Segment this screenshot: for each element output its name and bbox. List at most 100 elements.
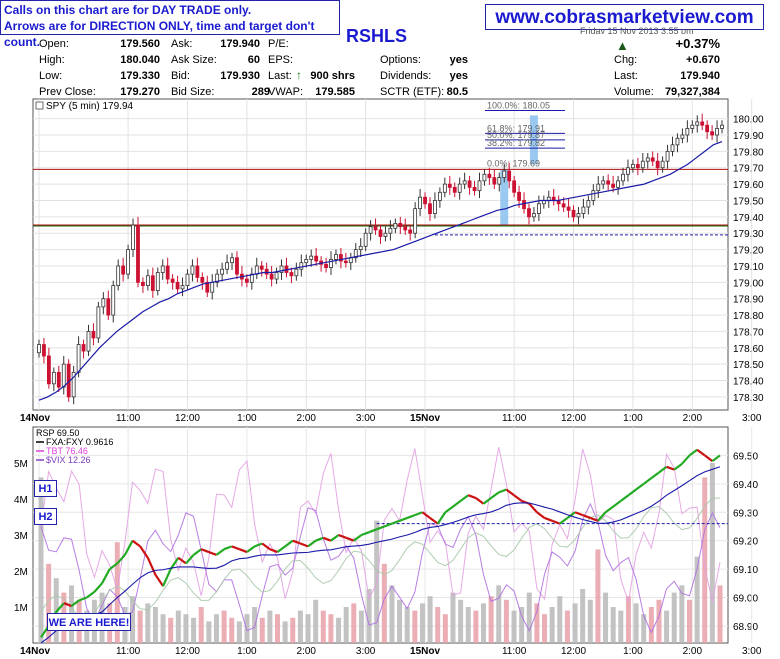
vwap-value: 179.585 [315, 86, 355, 98]
rsp-segment [63, 602, 72, 608]
candle-body [452, 186, 457, 193]
candle-body [591, 190, 596, 201]
volume-bar [564, 610, 570, 643]
h1-tag: H1 [34, 480, 57, 497]
candle-body [388, 227, 393, 234]
volume-bar [450, 592, 456, 643]
candle-body [423, 196, 427, 205]
volume-bar [557, 596, 563, 643]
rsp-segment [330, 534, 340, 542]
price-tick-label: 178.30 [733, 393, 764, 404]
candle-body [705, 124, 710, 133]
rsp-segment [414, 511, 423, 517]
volume-bar [633, 603, 639, 643]
sctr-value: 80.5 [446, 86, 468, 98]
high-value: 180.040 [120, 54, 160, 66]
candle-body [294, 268, 299, 277]
rsp-legend-series: TBT 76.46 [46, 446, 88, 456]
sctr-label: SCTR (ETF): [380, 86, 445, 98]
candle-body [685, 128, 690, 136]
candle-body [502, 170, 507, 178]
candle-body [51, 371, 56, 385]
candle-body [477, 180, 482, 192]
time-tick-label: 2:00 [297, 646, 317, 657]
rsp-segment [421, 511, 431, 519]
time-tick-label: 11:00 [116, 646, 141, 657]
rsp-segment [452, 500, 462, 508]
volume-bar [656, 599, 662, 643]
candle-body [225, 262, 229, 270]
volume-bar [587, 599, 593, 643]
rsp-segment [345, 536, 355, 542]
rsp-segment [231, 545, 240, 551]
volume-bar [137, 610, 143, 643]
candle-body [482, 173, 487, 182]
volume-bar [648, 607, 654, 643]
candle-body [314, 255, 319, 262]
time-tick-label: 11:00 [502, 413, 527, 424]
volume-bar [328, 614, 334, 643]
candle-body [507, 170, 512, 182]
candle-body [596, 183, 601, 192]
candle-body [576, 213, 581, 218]
time-tick-label: 1:00 [237, 413, 257, 424]
volume-bar [252, 607, 258, 643]
rsp-segment [177, 556, 187, 565]
volume-bar [313, 599, 319, 643]
fib-label: 0.0%: 179.69 [487, 158, 540, 168]
candle-body [606, 180, 611, 185]
price-legend-swatch [35, 101, 44, 110]
rsp-legend-series: $VIX 12.26 [46, 455, 91, 465]
candle-body [700, 121, 705, 126]
time-tick-label: 11:00 [116, 413, 141, 424]
volume-label: Volume: [614, 86, 654, 98]
last2-label: Last: [614, 70, 638, 82]
volume-bar [511, 610, 517, 643]
fib-highlight-bar [500, 169, 509, 226]
rsp-segment [376, 525, 385, 531]
candle-body [581, 206, 586, 214]
volume-bar [526, 592, 532, 643]
candle-body [279, 265, 284, 273]
rsp-segment [261, 542, 271, 551]
rsp-segment [444, 505, 454, 514]
rsp-segment [307, 539, 317, 548]
price-tick-label: 179.60 [733, 180, 764, 191]
candle-body [42, 344, 46, 357]
rsp-segment [185, 554, 195, 565]
rsp-segment [582, 514, 591, 519]
volume-bar [175, 610, 181, 643]
candle-body [96, 306, 101, 339]
rsp-segment [704, 454, 714, 462]
candle-body [46, 355, 51, 385]
open-label: Open: [39, 38, 69, 50]
volume-bar [572, 603, 578, 643]
time-tick-label: 12:00 [175, 646, 200, 657]
volume-bar [297, 610, 303, 643]
volume-bar [435, 607, 441, 643]
price-tick-label: 179.80 [733, 147, 764, 158]
rsp-segment [338, 533, 347, 539]
rsp-segment [406, 514, 416, 519]
time-tick-label: 15Nov [410, 646, 440, 657]
candle-body [403, 226, 408, 231]
fib-label: 61.8%: 179.91 [487, 123, 545, 133]
volume-bar [183, 614, 189, 643]
options-label: Options: [380, 54, 421, 66]
candle-body [442, 183, 447, 193]
candle-body [536, 203, 541, 214]
candle-body [121, 265, 126, 275]
volume-bar [404, 607, 410, 643]
website-banner[interactable]: www.cobrasmarketview.com [485, 4, 764, 30]
rsp-tick-label: 69.50 [733, 451, 758, 462]
candle-body [527, 208, 531, 218]
price-tick-label: 178.50 [733, 360, 764, 371]
rsp-segment [436, 511, 447, 525]
volume-bar [130, 596, 136, 643]
volume-bar [458, 599, 464, 643]
candle-body [101, 298, 106, 308]
price-tick-label: 180.00 [733, 115, 764, 126]
candle-body [160, 265, 165, 273]
rsp-segment [315, 536, 324, 542]
rsp-segment [467, 494, 477, 500]
